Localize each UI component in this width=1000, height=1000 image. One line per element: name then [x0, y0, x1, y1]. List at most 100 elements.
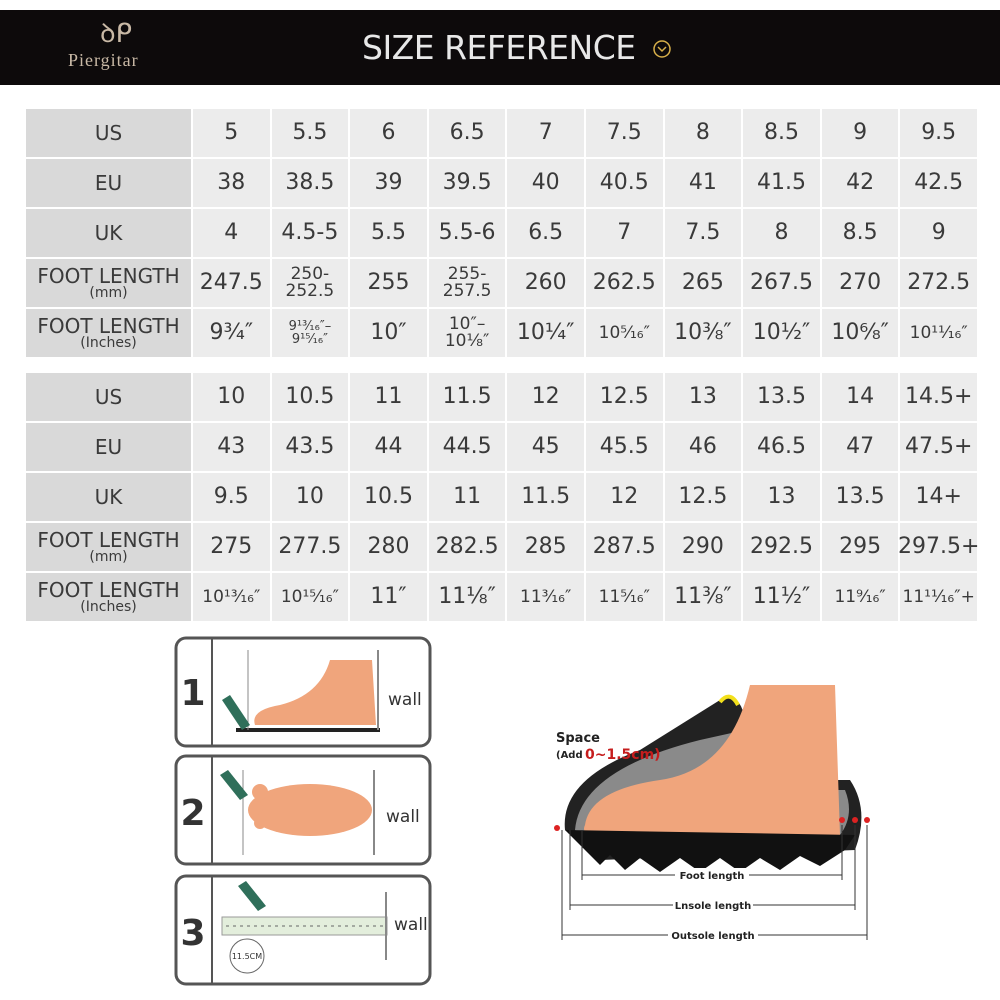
size-cell: 38	[192, 158, 271, 208]
size-cell: 9¾″	[192, 308, 271, 358]
size-cell: 5.5-6	[427, 208, 507, 258]
size-cell: 282.5	[427, 522, 507, 572]
size-cell: 8.5	[820, 208, 900, 258]
note: 11.5CM	[232, 952, 262, 961]
header-bar	[0, 10, 1000, 85]
size-cell: 280	[349, 522, 428, 572]
row-unit: (mm)	[89, 549, 128, 565]
size-cell: 11¹¹⁄₁₆″+	[899, 572, 978, 622]
size-cell: 40	[506, 158, 585, 208]
size-cell: 42.5	[899, 158, 978, 208]
foot-length: Foot length	[680, 871, 745, 882]
row-label: UK	[25, 208, 192, 258]
diagrams: 1 wall 2 wall 3 11.5CM wall Space (Add 0…	[174, 636, 870, 986]
size-cell: 11½″	[742, 572, 821, 622]
row-label-text: US	[94, 385, 123, 409]
size-cell: 39.5	[427, 158, 507, 208]
size-cell: 4	[192, 208, 271, 258]
row-label: EU	[25, 422, 192, 472]
size-cell: 11	[427, 472, 507, 522]
size-cell: 10¹⁵⁄₁₆″	[270, 572, 350, 622]
size-cell: 11.5	[506, 472, 585, 522]
range-label: 0~1.5cm)	[585, 747, 661, 763]
size-cell: 45.5	[585, 422, 664, 472]
logo-mark: ꝺᑭ	[100, 19, 132, 48]
size-cell: 11.5	[427, 372, 507, 422]
size-cell: 270	[820, 258, 900, 308]
wall-label: wall	[394, 915, 428, 935]
size-cell: 5.5	[349, 208, 428, 258]
size-cell: 265	[663, 258, 743, 308]
row-label: FOOT LENGTH (mm)	[25, 522, 192, 572]
size-cell: 285	[506, 522, 585, 572]
size-cell: 43.5	[270, 422, 350, 472]
size-cell: 10.5	[349, 472, 428, 522]
size-cell: 14.5+	[899, 372, 978, 422]
row-label-text: EU	[94, 435, 123, 459]
chevron-icon	[653, 40, 671, 58]
wall-label: wall	[386, 807, 420, 827]
size-cell: 4.5-5	[270, 208, 350, 258]
add-label: (Add	[556, 750, 583, 761]
size-cell: 287.5	[585, 522, 664, 572]
space-label: Space	[556, 731, 600, 746]
size-cell: 7.5	[585, 108, 664, 158]
size-cell: 8	[663, 108, 743, 158]
size-cell: 39	[349, 158, 428, 208]
insole-length: Lnsole length	[675, 901, 751, 912]
size-cell: 255-257.5	[427, 258, 507, 308]
size-cell: 10	[192, 372, 271, 422]
size-cell: 10¹³⁄₁₆″	[192, 572, 271, 622]
size-cell: 10⁵⁄₁₆″	[585, 308, 664, 358]
size-cell: 11³⁄₁₆″	[506, 572, 585, 622]
size-cell: 10⅜″	[663, 308, 743, 358]
row-label-text: FOOT LENGTH	[37, 578, 180, 602]
row-label-text: US	[94, 121, 123, 145]
row-label-text: FOOT LENGTH	[37, 264, 180, 288]
size-cell: 9¹³⁄₁₆″–9¹⁵⁄₁₆″	[270, 308, 350, 358]
size-cell: 10	[270, 472, 350, 522]
size-cell: 255	[349, 258, 428, 308]
size-cell: 290	[663, 522, 743, 572]
size-cell: 297.5+	[898, 522, 979, 572]
row-unit: (Inches)	[80, 335, 137, 351]
size-cell: 12	[506, 372, 585, 422]
shoe-diagram: Space (Add 0~1.5cm) Foot length Lnsole l…	[554, 685, 870, 942]
size-cell: 44.5	[427, 422, 507, 472]
row-label: US	[25, 108, 192, 158]
size-cell: 277.5	[270, 522, 350, 572]
row-label-text: FOOT LENGTH	[37, 314, 180, 338]
size-cell: 41.5	[742, 158, 821, 208]
outsole-length: Outsole length	[671, 931, 754, 942]
size-cell: 9.5	[899, 108, 978, 158]
size-cell: 262.5	[585, 258, 664, 308]
size-cell: 260	[506, 258, 585, 308]
size-cell: 11⁹⁄₁₆″	[820, 572, 900, 622]
size-cell: 44	[349, 422, 428, 472]
size-cell: 46.5	[742, 422, 821, 472]
size-cell: 47	[820, 422, 900, 472]
row-label: US	[25, 372, 192, 422]
row-label: FOOT LENGTH (mm)	[25, 258, 192, 308]
size-cell: 5.5	[270, 108, 350, 158]
size-cell: 42	[820, 158, 900, 208]
size-cell: 10⁶⁄₈″	[820, 308, 900, 358]
row-label-text: UK	[94, 221, 123, 245]
size-cell: 11⅛″	[427, 572, 507, 622]
size-cell: 45	[506, 422, 585, 472]
row-label: UK	[25, 472, 192, 522]
size-cell: 7	[585, 208, 664, 258]
size-cell: 9	[899, 208, 978, 258]
row-label-text: UK	[94, 485, 123, 509]
size-cell: 247.5	[192, 258, 271, 308]
row-label: FOOT LENGTH (Inches)	[25, 308, 192, 358]
step-3: 3 11.5CM wall	[174, 874, 432, 986]
size-cell: 6.5	[427, 108, 507, 158]
size-cell: 10″	[349, 308, 428, 358]
wall-label: wall	[388, 690, 422, 710]
size-cell: 295	[820, 522, 900, 572]
step-number: 2	[180, 793, 205, 834]
title: SIZE REFERENCE	[362, 28, 636, 67]
size-cell: 12.5	[663, 472, 743, 522]
